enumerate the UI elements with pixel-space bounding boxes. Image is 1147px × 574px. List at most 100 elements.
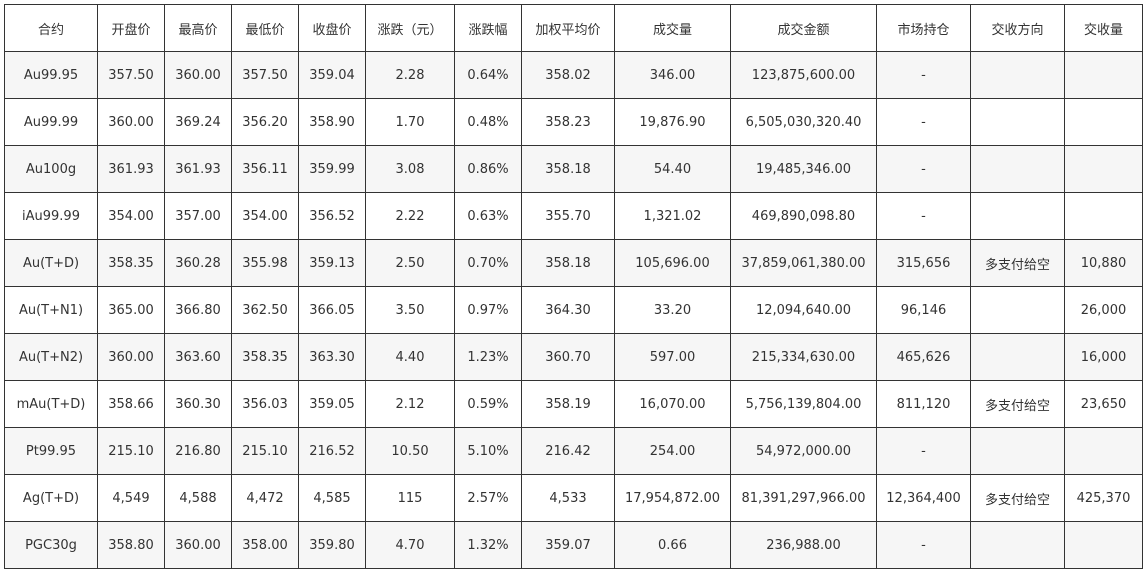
cell-volume: 16,070.00: [614, 380, 731, 428]
cell-change-pct: 2.57%: [454, 474, 522, 522]
table-row: Au(T+N2) 360.00 363.60 358.35 363.30 4.4…: [4, 333, 1143, 381]
cell-change: 4.70: [365, 521, 455, 569]
cell-open: 357.50: [97, 51, 165, 99]
cell-open-interest: -: [876, 192, 971, 240]
cell-change: 115: [365, 474, 455, 522]
cell-change: 2.12: [365, 380, 455, 428]
cell-close: 359.80: [298, 521, 366, 569]
cell-close: 366.05: [298, 286, 366, 334]
cell-delivery-direction: [970, 521, 1065, 569]
column-header-close: 收盘价: [298, 4, 366, 52]
cell-change-pct: 0.63%: [454, 192, 522, 240]
cell-delivery-direction: [970, 98, 1065, 146]
column-header-change: 涨跌（元）: [365, 4, 455, 52]
gold-market-table: 合约 开盘价 最高价 最低价 收盘价 涨跌（元） 涨跌幅 加权平均价 成交量 成…: [4, 4, 1143, 569]
cell-change: 3.08: [365, 145, 455, 193]
cell-low: 356.03: [231, 380, 299, 428]
table-row: Au(T+D) 358.35 360.28 355.98 359.13 2.50…: [4, 239, 1143, 287]
cell-high: 4,588: [164, 474, 232, 522]
cell-low: 356.20: [231, 98, 299, 146]
cell-low: 215.10: [231, 427, 299, 475]
cell-high: 369.24: [164, 98, 232, 146]
cell-high: 216.80: [164, 427, 232, 475]
cell-open-interest: -: [876, 51, 971, 99]
cell-weighted-avg: 364.30: [521, 286, 615, 334]
cell-turnover: 123,875,600.00: [730, 51, 877, 99]
cell-delivery-volume: [1064, 192, 1143, 240]
cell-contract: Ag(T+D): [4, 474, 98, 522]
cell-delivery-volume: 425,370: [1064, 474, 1143, 522]
cell-volume: 1,321.02: [614, 192, 731, 240]
cell-turnover: 215,334,630.00: [730, 333, 877, 381]
cell-delivery-volume: 10,880: [1064, 239, 1143, 287]
cell-delivery-direction: [970, 427, 1065, 475]
cell-weighted-avg: 4,533: [521, 474, 615, 522]
cell-high: 366.80: [164, 286, 232, 334]
cell-open-interest: -: [876, 427, 971, 475]
cell-close: 363.30: [298, 333, 366, 381]
cell-low: 355.98: [231, 239, 299, 287]
cell-change-pct: 0.64%: [454, 51, 522, 99]
cell-change: 2.22: [365, 192, 455, 240]
cell-change: 3.50: [365, 286, 455, 334]
cell-open-interest: 12,364,400: [876, 474, 971, 522]
cell-open: 215.10: [97, 427, 165, 475]
cell-weighted-avg: 358.19: [521, 380, 615, 428]
column-header-high: 最高价: [164, 4, 232, 52]
cell-open-interest: 315,656: [876, 239, 971, 287]
table-row: PGC30g 358.80 360.00 358.00 359.80 4.70 …: [4, 521, 1143, 569]
cell-open: 360.00: [97, 333, 165, 381]
cell-close: 359.99: [298, 145, 366, 193]
cell-volume: 254.00: [614, 427, 731, 475]
cell-turnover: 37,859,061,380.00: [730, 239, 877, 287]
cell-low: 358.00: [231, 521, 299, 569]
cell-change-pct: 1.32%: [454, 521, 522, 569]
column-header-delivery-volume: 交收量: [1064, 4, 1143, 52]
table-row: Pt99.95 215.10 216.80 215.10 216.52 10.5…: [4, 427, 1143, 475]
cell-delivery-direction: [970, 51, 1065, 99]
cell-volume: 54.40: [614, 145, 731, 193]
cell-volume: 17,954,872.00: [614, 474, 731, 522]
cell-weighted-avg: 358.23: [521, 98, 615, 146]
table-row: Ag(T+D) 4,549 4,588 4,472 4,585 115 2.57…: [4, 474, 1143, 522]
cell-change-pct: 0.70%: [454, 239, 522, 287]
cell-volume: 0.66: [614, 521, 731, 569]
cell-open: 358.35: [97, 239, 165, 287]
header-row: 合约 开盘价 最高价 最低价 收盘价 涨跌（元） 涨跌幅 加权平均价 成交量 成…: [4, 4, 1143, 52]
cell-close: 359.13: [298, 239, 366, 287]
cell-contract: Au100g: [4, 145, 98, 193]
cell-low: 4,472: [231, 474, 299, 522]
cell-turnover: 12,094,640.00: [730, 286, 877, 334]
cell-change-pct: 0.48%: [454, 98, 522, 146]
table-row: Au99.95 357.50 360.00 357.50 359.04 2.28…: [4, 51, 1143, 99]
column-header-contract: 合约: [4, 4, 98, 52]
cell-close: 359.05: [298, 380, 366, 428]
cell-high: 357.00: [164, 192, 232, 240]
cell-delivery-volume: 26,000: [1064, 286, 1143, 334]
cell-turnover: 54,972,000.00: [730, 427, 877, 475]
cell-volume: 346.00: [614, 51, 731, 99]
column-header-open-interest: 市场持仓: [876, 4, 971, 52]
cell-open-interest: -: [876, 145, 971, 193]
cell-contract: mAu(T+D): [4, 380, 98, 428]
column-header-open: 开盘价: [97, 4, 165, 52]
cell-delivery-direction: 多支付给空: [970, 380, 1065, 428]
cell-high: 361.93: [164, 145, 232, 193]
cell-volume: 597.00: [614, 333, 731, 381]
cell-delivery-volume: [1064, 51, 1143, 99]
cell-delivery-volume: [1064, 521, 1143, 569]
cell-open: 354.00: [97, 192, 165, 240]
cell-open-interest: 96,146: [876, 286, 971, 334]
column-header-turnover: 成交金额: [730, 4, 877, 52]
cell-high: 360.00: [164, 51, 232, 99]
cell-low: 354.00: [231, 192, 299, 240]
cell-delivery-volume: 23,650: [1064, 380, 1143, 428]
cell-turnover: 19,485,346.00: [730, 145, 877, 193]
cell-low: 356.11: [231, 145, 299, 193]
cell-close: 358.90: [298, 98, 366, 146]
cell-volume: 19,876.90: [614, 98, 731, 146]
cell-delivery-volume: [1064, 145, 1143, 193]
column-header-weighted-avg: 加权平均价: [521, 4, 615, 52]
cell-change-pct: 0.97%: [454, 286, 522, 334]
cell-open: 358.66: [97, 380, 165, 428]
